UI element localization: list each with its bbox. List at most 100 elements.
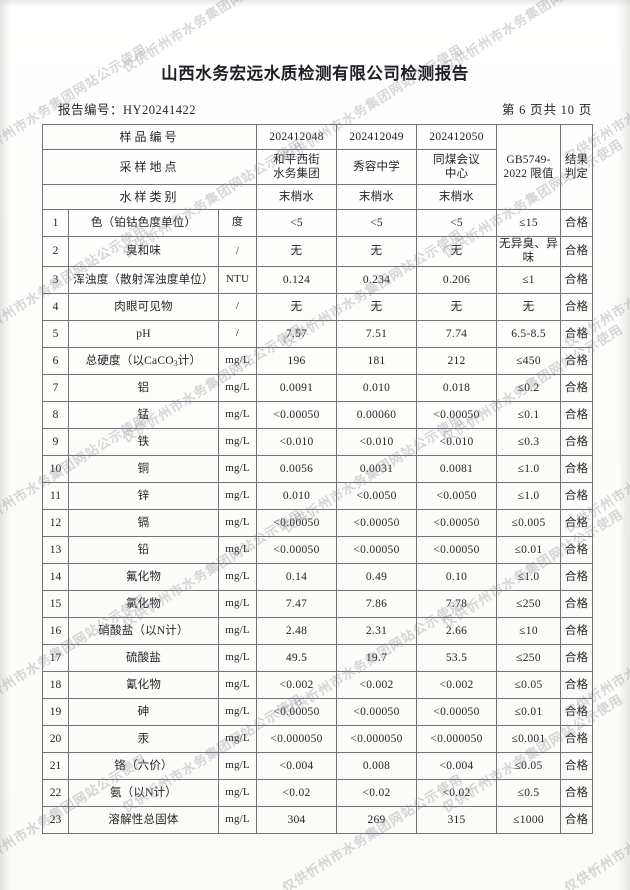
row-value-sample-2: <5 <box>336 209 418 237</box>
table-row: 15 氯化物 mg/L 7.47 7.86 7.78 ≤250 合格 <box>42 589 594 618</box>
row-standard-limit: ≤15 <box>496 209 562 237</box>
row-unit: mg/L <box>217 670 258 699</box>
header-water-type-2: 末梢水 <box>336 184 418 210</box>
header-water-type-1: 末梢水 <box>256 184 338 210</box>
row-standard-limit: ≤450 <box>496 346 562 375</box>
row-result-judgement: 合格 <box>560 346 594 375</box>
row-index: 14 <box>42 562 69 591</box>
row-unit: mg/L <box>217 373 258 402</box>
row-parameter-name: 浑浊度（散射浑浊度单位） <box>68 265 219 294</box>
row-result-judgement: 合格 <box>560 535 594 564</box>
row-value-sample-3: 7.78 <box>416 589 498 618</box>
row-parameter-name: 硫酸盐 <box>68 643 219 672</box>
row-index: 23 <box>42 805 69 834</box>
row-value-sample-3: <0.00050 <box>416 697 498 726</box>
row-value-sample-1: 无 <box>256 236 338 267</box>
row-index: 4 <box>42 292 69 321</box>
table-row: 9 铁 mg/L <0.010 <0.010 <0.010 ≤0.3 合格 <box>42 427 594 456</box>
row-value-sample-1: 7.47 <box>256 589 338 618</box>
row-value-sample-1: <0.00050 <box>256 697 338 726</box>
row-parameter-name: 铜 <box>68 454 219 483</box>
row-result-judgement: 合格 <box>560 427 594 456</box>
row-value-sample-2: 19.7 <box>336 643 418 672</box>
row-value-sample-2: <0.00050 <box>336 508 418 537</box>
header-sample-no-2: 202412049 <box>336 124 418 150</box>
row-value-sample-2: 7.86 <box>336 589 418 618</box>
header-standard-limit: GB5749- 2022 限值 <box>496 124 562 210</box>
water-quality-results-table: 样品编号 202412048 202412049 202412050 GB5749- 20… <box>41 124 594 834</box>
row-standard-limit: ≤0.005 <box>496 508 562 537</box>
row-value-sample-2: <0.02 <box>336 778 418 807</box>
row-value-sample-2: 269 <box>336 805 418 834</box>
row-value-sample-2: <0.000050 <box>336 724 418 753</box>
table-row: 21 铬（六价） mg/L <0.004 0.008 <0.004 ≤0.05 合格 <box>42 751 594 780</box>
row-standard-limit: 无异臭、异味 <box>496 236 562 267</box>
header-label-water-type: 水样类别 <box>41 184 258 210</box>
row-index: 17 <box>42 643 69 672</box>
row-unit: mg/L <box>217 805 258 834</box>
row-value-sample-1: 7.57 <box>256 319 338 348</box>
row-unit: mg/L <box>217 697 258 726</box>
row-value-sample-3: <0.0050 <box>416 481 498 510</box>
row-result-judgement: 合格 <box>560 724 594 753</box>
row-value-sample-3: <0.00050 <box>416 508 498 537</box>
row-unit: mg/L <box>217 751 258 780</box>
row-value-sample-2: 0.010 <box>336 373 418 402</box>
row-value-sample-1: 304 <box>256 805 338 834</box>
row-value-sample-2: 无 <box>336 292 418 321</box>
row-value-sample-1: 196 <box>256 346 338 375</box>
row-value-sample-2: <0.002 <box>336 670 418 699</box>
row-standard-limit: ≤250 <box>496 589 562 618</box>
row-value-sample-3: 0.018 <box>416 373 498 402</box>
row-value-sample-1: 0.124 <box>256 265 338 294</box>
row-value-sample-2: 无 <box>336 236 418 267</box>
header-sample-location-1: 和平西街 水务集团 <box>256 149 338 185</box>
row-index: 1 <box>42 209 69 237</box>
table-row: 22 氨（以N计） mg/L <0.02 <0.02 <0.02 ≤0.5 合格 <box>42 778 594 807</box>
row-result-judgement: 合格 <box>560 481 594 510</box>
row-value-sample-2: <0.00050 <box>336 697 418 726</box>
report-number: 报告编号：HY20241422 <box>58 103 197 117</box>
row-parameter-name: 铁 <box>68 427 219 456</box>
row-parameter-name: pH <box>68 319 219 348</box>
row-value-sample-1: <0.000050 <box>256 724 338 753</box>
table-header-location-row: 采样地点 和平西街 水务集团 秀容中学 同煤会议 中心 <box>41 149 593 185</box>
row-result-judgement: 合格 <box>560 265 594 294</box>
table-row: 18 氰化物 mg/L <0.002 <0.002 <0.002 ≤0.05 合格 <box>42 670 594 699</box>
row-value-sample-3: <0.004 <box>416 751 498 780</box>
row-result-judgement: 合格 <box>560 805 594 834</box>
row-unit: mg/L <box>217 454 258 483</box>
row-index: 3 <box>42 265 69 294</box>
row-value-sample-2: <0.0050 <box>336 481 418 510</box>
row-unit: mg/L <box>217 589 258 618</box>
row-value-sample-1: 2.48 <box>256 616 338 645</box>
row-unit: mg/L <box>217 400 258 429</box>
row-standard-limit: ≤0.1 <box>496 400 562 429</box>
row-index: 22 <box>42 778 69 807</box>
row-standard-limit: ≤0.001 <box>496 724 562 753</box>
row-value-sample-2: 0.49 <box>336 562 418 591</box>
row-value-sample-1: <0.00050 <box>256 508 338 537</box>
row-result-judgement: 合格 <box>560 778 594 807</box>
row-value-sample-1: <5 <box>256 209 338 237</box>
document-meta: 报告编号：HY20241422 第 6 页共 10 页 <box>58 99 592 118</box>
row-index: 5 <box>42 319 69 348</box>
row-value-sample-3: 53.5 <box>416 643 498 672</box>
row-value-sample-2: <0.00050 <box>336 535 418 564</box>
row-unit: mg/L <box>217 508 258 537</box>
row-unit: NTU <box>217 265 258 294</box>
row-result-judgement: 合格 <box>560 616 594 645</box>
row-index: 7 <box>42 373 69 402</box>
row-value-sample-1: <0.00050 <box>256 400 338 429</box>
row-unit: / <box>217 236 258 267</box>
table-header-sample-no-row: 样品编号 202412048 202412049 202412050 GB5749- 20… <box>41 124 594 210</box>
results-table-container: 样品编号 202412048 202412049 202412050 GB5749- 20… <box>41 124 594 834</box>
row-standard-limit: ≤1.0 <box>496 481 562 510</box>
row-parameter-name: 锌 <box>68 481 219 510</box>
row-parameter-name: 氰化物 <box>68 670 219 699</box>
header-sample-no-3: 202412050 <box>416 124 498 150</box>
table-row: 5 pH/7.57 7.51 7.74 6.5-8.5 合格 <box>42 319 594 348</box>
row-value-sample-3: <5 <box>416 209 498 237</box>
row-value-sample-2: 7.51 <box>336 319 418 348</box>
row-index: 15 <box>42 589 69 618</box>
